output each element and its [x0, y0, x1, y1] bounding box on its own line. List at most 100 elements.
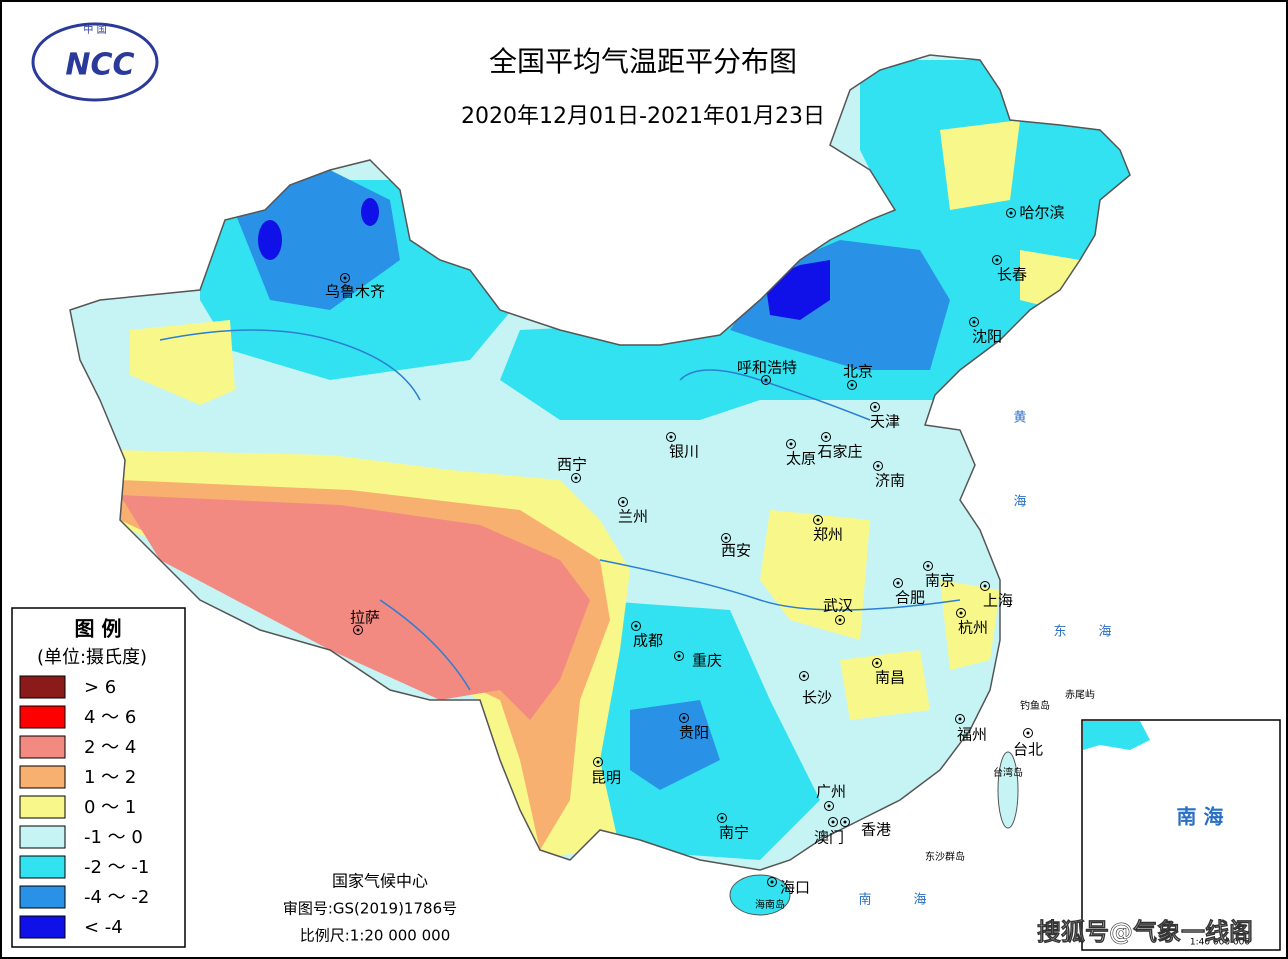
- city-label: 拉萨: [350, 609, 380, 627]
- legend-label: -4 ～ -2: [84, 887, 149, 908]
- city-marker: [813, 515, 823, 525]
- city-dot: [574, 476, 578, 480]
- city-dot: [1026, 731, 1030, 735]
- city-marker: [923, 561, 933, 571]
- city-marker: [679, 713, 689, 723]
- legend-label: < -4: [84, 917, 123, 938]
- city-marker: [786, 439, 796, 449]
- inset-label: 南 海: [1177, 805, 1224, 829]
- city-marker: [872, 658, 882, 668]
- city-dot: [356, 628, 360, 632]
- city-label: 昆明: [591, 769, 621, 787]
- sea-label: 东: [1053, 625, 1066, 640]
- city-label: 台北: [1013, 741, 1043, 759]
- city-label: 郑州: [813, 526, 843, 544]
- city-marker: [631, 621, 641, 631]
- city-marker: [721, 533, 731, 543]
- legend-swatch: [19, 885, 66, 909]
- city-dot: [720, 816, 724, 820]
- city-marker: [873, 461, 883, 471]
- city-dot: [682, 716, 686, 720]
- footer-scale: 比例尺:1:20 000 000: [300, 927, 451, 945]
- city-label: 济南: [875, 472, 905, 490]
- city-label: 哈尔滨: [1019, 204, 1064, 222]
- city-label: 合肥: [895, 589, 925, 607]
- city-label: 天津: [870, 413, 900, 431]
- city-dot: [896, 581, 900, 585]
- city-label: 西安: [721, 542, 751, 560]
- city-marker: [847, 380, 857, 390]
- city-dot: [926, 564, 930, 568]
- city-marker: [767, 877, 777, 887]
- city-dot: [873, 405, 877, 409]
- inset-land: [1083, 721, 1150, 750]
- city-marker: [893, 578, 903, 588]
- city-marker: [340, 273, 350, 283]
- inset-scale: 1:40 000 000: [1190, 938, 1251, 948]
- city-dot: [995, 258, 999, 262]
- city-marker: [969, 317, 979, 327]
- sea-label: 海: [1013, 495, 1026, 510]
- footer-agency: 国家气候中心: [332, 872, 428, 891]
- city-marker: [1023, 728, 1033, 738]
- city-dot: [724, 536, 728, 540]
- zone: [840, 650, 930, 720]
- city-marker: [593, 757, 603, 767]
- city-marker: [835, 615, 845, 625]
- city-label: 武汉: [823, 597, 853, 615]
- zone: [361, 198, 379, 226]
- legend-title: 图 例: [75, 617, 122, 641]
- city-dot: [959, 611, 963, 615]
- city-dot: [958, 717, 962, 721]
- city-dot: [816, 518, 820, 522]
- city-dot: [770, 880, 774, 884]
- city-label: 石家庄: [817, 443, 862, 461]
- legend-label: > 6: [84, 677, 116, 698]
- city-label: 北京: [843, 363, 873, 381]
- city-marker: [761, 375, 771, 385]
- island-label: 赤尾屿: [1065, 689, 1095, 701]
- legend-label: -1 ～ 0: [84, 827, 143, 848]
- city-marker: [870, 402, 880, 412]
- city-marker: [992, 255, 1002, 265]
- island-label: 海南岛: [755, 898, 785, 911]
- city-marker: [956, 608, 966, 618]
- city-marker: [821, 432, 831, 442]
- city-dot: [634, 624, 638, 628]
- legend-label: -2 ～ -1: [84, 857, 149, 878]
- logo-text: NCC: [65, 48, 134, 83]
- city-label: 沈阳: [972, 328, 1002, 346]
- zone: [120, 495, 590, 720]
- city-label: 南宁: [719, 824, 749, 842]
- city-dot: [764, 378, 768, 382]
- city-dot: [843, 820, 847, 824]
- watermark: 搜狐号@气象一线阁: [1037, 918, 1253, 946]
- city-marker: [840, 817, 850, 827]
- city-marker: [717, 813, 727, 823]
- city-label: 西宁: [557, 456, 587, 474]
- legend-swatch: [19, 855, 66, 879]
- city-marker: [353, 625, 363, 635]
- city-label: 呼和浩特: [737, 359, 797, 377]
- legend-swatch: [19, 795, 66, 819]
- legend-swatch: [19, 735, 66, 759]
- city-dot: [789, 442, 793, 446]
- city-dot: [824, 435, 828, 439]
- city-marker: [674, 651, 684, 661]
- taiwan: [997, 751, 1019, 829]
- legend-swatch: [19, 765, 66, 789]
- city-dot: [621, 500, 625, 504]
- city-marker: [1006, 208, 1016, 218]
- zone: [130, 320, 235, 405]
- city-dot: [596, 760, 600, 764]
- zone: [940, 120, 1020, 210]
- city-dot: [972, 320, 976, 324]
- legend-label: 4 ～ 6: [84, 707, 136, 728]
- city-marker: [955, 714, 965, 724]
- city-marker: [828, 817, 838, 827]
- city-dot: [669, 435, 673, 439]
- city-dot: [983, 584, 987, 588]
- city-dot: [827, 804, 831, 808]
